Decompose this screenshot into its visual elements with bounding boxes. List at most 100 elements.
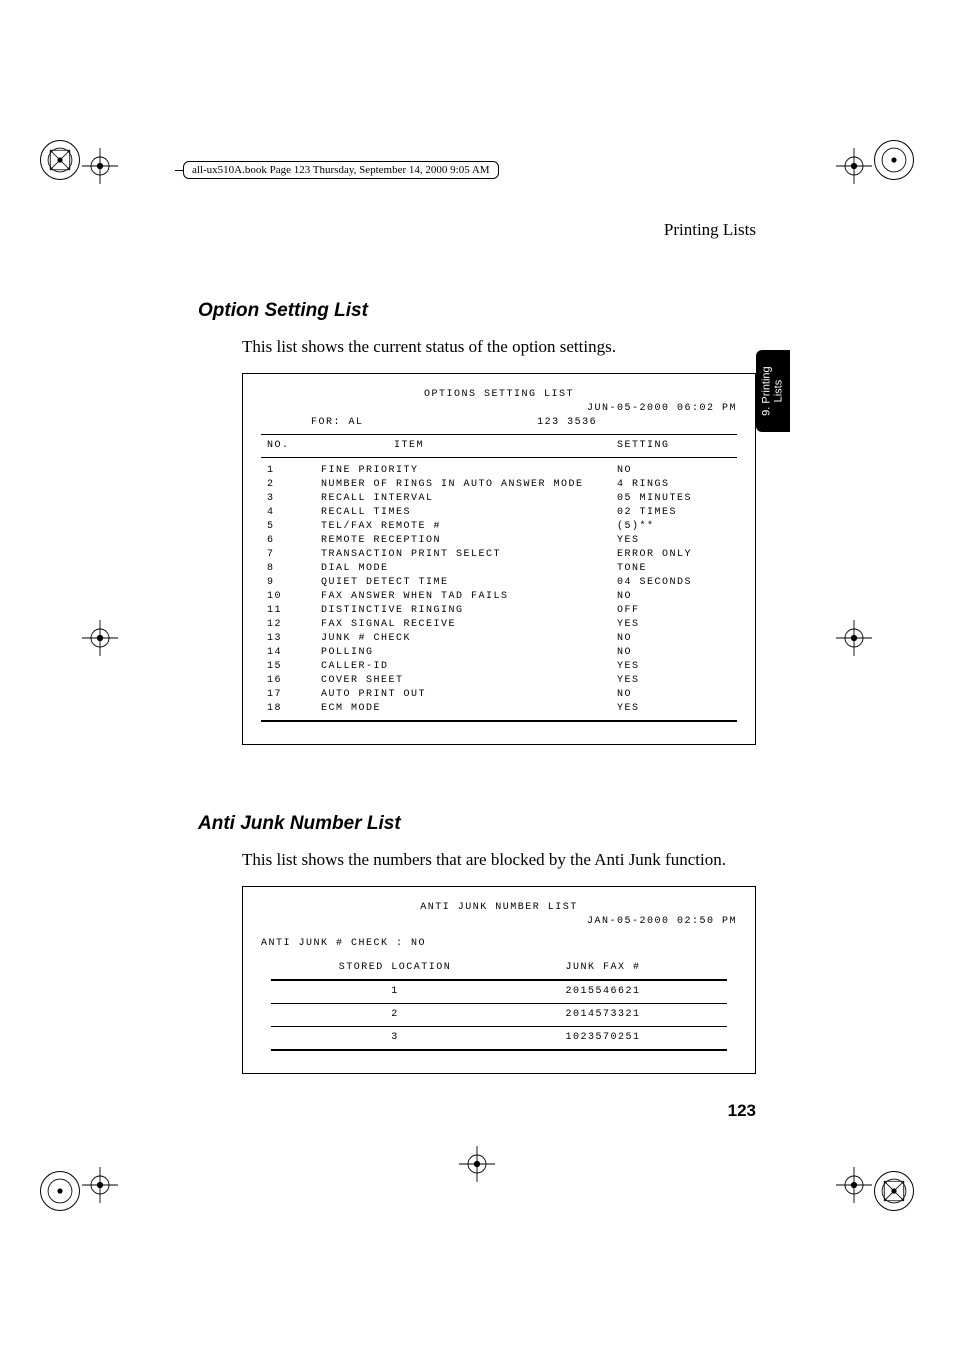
cell-setting: NO xyxy=(617,646,737,660)
options-row: 6REMOTE RECEPTIONYES xyxy=(261,534,737,548)
cell-no: 13 xyxy=(261,632,321,646)
cell-item: AUTO PRINT OUT xyxy=(321,688,617,702)
registration-mark-icon xyxy=(836,620,872,656)
cell-setting: YES xyxy=(617,660,737,674)
options-row: 9QUIET DETECT TIME04 SECONDS xyxy=(261,576,737,590)
cell-item: FAX ANSWER WHEN TAD FAILS xyxy=(321,590,617,604)
cell-no: 9 xyxy=(261,576,321,590)
cell-no: 2 xyxy=(261,478,321,492)
cell-item: TEL/FAX REMOTE # xyxy=(321,520,617,534)
options-row: 7TRANSACTION PRINT SELECTERROR ONLY xyxy=(261,548,737,562)
options-row: 15CALLER-IDYES xyxy=(261,660,737,674)
crop-mark-icon xyxy=(40,140,80,180)
junk-printout: ANTI JUNK NUMBER LIST JAN-05-2000 02:50 … xyxy=(242,886,756,1074)
cell-setting: OFF xyxy=(617,604,737,618)
pdf-header-text: all-ux510A.book Page 123 Thursday, Septe… xyxy=(183,161,499,179)
options-row: 10FAX ANSWER WHEN TAD FAILSNO xyxy=(261,590,737,604)
cell-no: 15 xyxy=(261,660,321,674)
cell-setting: YES xyxy=(617,534,737,548)
options-row: 5TEL/FAX REMOTE #(5)** xyxy=(261,520,737,534)
cell-no: 14 xyxy=(261,646,321,660)
cell-item: CALLER-ID xyxy=(321,660,617,674)
cell-junkfax: 2014573321 xyxy=(499,1008,707,1022)
col-no: NO. xyxy=(261,439,321,453)
cell-no: 5 xyxy=(261,520,321,534)
cell-no: 12 xyxy=(261,618,321,632)
options-table-header: NO. ITEM SETTING xyxy=(261,439,737,453)
chapter-tab: 9. Printing Lists xyxy=(756,350,790,432)
col-junkfax: JUNK FAX # xyxy=(499,961,707,975)
options-row: 12FAX SIGNAL RECEIVEYES xyxy=(261,618,737,632)
junk-row: 31023570251 xyxy=(261,1031,737,1045)
registration-mark-icon xyxy=(82,620,118,656)
cell-item: FAX SIGNAL RECEIVE xyxy=(321,618,617,632)
cell-no: 10 xyxy=(261,590,321,604)
cell-junkfax: 2015546621 xyxy=(499,985,707,999)
col-setting: SETTING xyxy=(617,439,737,453)
options-row: 14POLLINGNO xyxy=(261,646,737,660)
cell-setting: 04 SECONDS xyxy=(617,576,737,590)
registration-mark-icon xyxy=(836,148,872,184)
cell-setting: NO xyxy=(617,590,737,604)
cell-no: 3 xyxy=(261,492,321,506)
options-row: 11DISTINCTIVE RINGINGOFF xyxy=(261,604,737,618)
options-row: 18ECM MODEYES xyxy=(261,702,737,716)
cell-setting: NO xyxy=(617,688,737,702)
cell-item: RECALL INTERVAL xyxy=(321,492,617,506)
printout-for-label: FOR: AL xyxy=(261,416,537,430)
cell-item: ECM MODE xyxy=(321,702,617,716)
printout-title: ANTI JUNK NUMBER LIST xyxy=(261,901,737,915)
cell-no: 18 xyxy=(261,702,321,716)
cell-item: POLLING xyxy=(321,646,617,660)
cell-item: DIAL MODE xyxy=(321,562,617,576)
cell-item: FINE PRIORITY xyxy=(321,464,617,478)
crop-mark-icon xyxy=(874,140,914,180)
cell-location: 2 xyxy=(291,1008,499,1022)
cell-no: 7 xyxy=(261,548,321,562)
page-number: 123 xyxy=(728,1101,756,1121)
col-location: STORED LOCATION xyxy=(291,961,499,975)
cell-no: 1 xyxy=(261,464,321,478)
printout-date: JAN-05-2000 02:50 PM xyxy=(261,915,737,929)
cell-setting: NO xyxy=(617,464,737,478)
chapter-tab-line1: 9. Printing xyxy=(761,366,773,416)
junk-row: 12015546621 xyxy=(261,985,737,999)
section-body-option: This list shows the current status of th… xyxy=(242,336,756,359)
section-heading-option: Option Setting List xyxy=(198,300,756,322)
cell-setting: YES xyxy=(617,702,737,716)
col-item: ITEM xyxy=(321,439,617,453)
chapter-tab-line2: Lists xyxy=(773,366,785,416)
cell-setting: YES xyxy=(617,674,737,688)
registration-mark-icon xyxy=(82,1167,118,1203)
section-body-junk: This list shows the numbers that are blo… xyxy=(242,849,756,872)
running-head: Printing Lists xyxy=(198,220,756,240)
cell-setting: NO xyxy=(617,632,737,646)
cell-item: QUIET DETECT TIME xyxy=(321,576,617,590)
options-row: 1FINE PRIORITYNO xyxy=(261,464,737,478)
options-printout: OPTIONS SETTING LIST JUN-05-2000 06:02 P… xyxy=(242,373,756,745)
cell-setting: TONE xyxy=(617,562,737,576)
cell-location: 3 xyxy=(291,1031,499,1045)
registration-mark-icon xyxy=(836,1167,872,1203)
options-row: 4RECALL TIMES02 TIMES xyxy=(261,506,737,520)
junk-row: 22014573321 xyxy=(261,1008,737,1022)
pdf-header-box: all-ux510A.book Page 123 Thursday, Septe… xyxy=(175,160,499,180)
cell-no: 16 xyxy=(261,674,321,688)
cell-no: 6 xyxy=(261,534,321,548)
crop-mark-icon xyxy=(874,1171,914,1211)
printout-for-number: 123 3536 xyxy=(537,416,597,430)
registration-mark-icon xyxy=(459,1146,495,1187)
cell-no: 4 xyxy=(261,506,321,520)
registration-mark-icon xyxy=(82,148,118,184)
cell-item: DISTINCTIVE RINGING xyxy=(321,604,617,618)
cell-item: JUNK # CHECK xyxy=(321,632,617,646)
junk-table-header: STORED LOCATION JUNK FAX # xyxy=(261,961,737,975)
cell-setting: ERROR ONLY xyxy=(617,548,737,562)
cell-item: TRANSACTION PRINT SELECT xyxy=(321,548,617,562)
cell-junkfax: 1023570251 xyxy=(499,1031,707,1045)
cell-setting: 02 TIMES xyxy=(617,506,737,520)
cell-no: 8 xyxy=(261,562,321,576)
cell-no: 11 xyxy=(261,604,321,618)
cell-location: 1 xyxy=(291,985,499,999)
options-row: 16COVER SHEETYES xyxy=(261,674,737,688)
